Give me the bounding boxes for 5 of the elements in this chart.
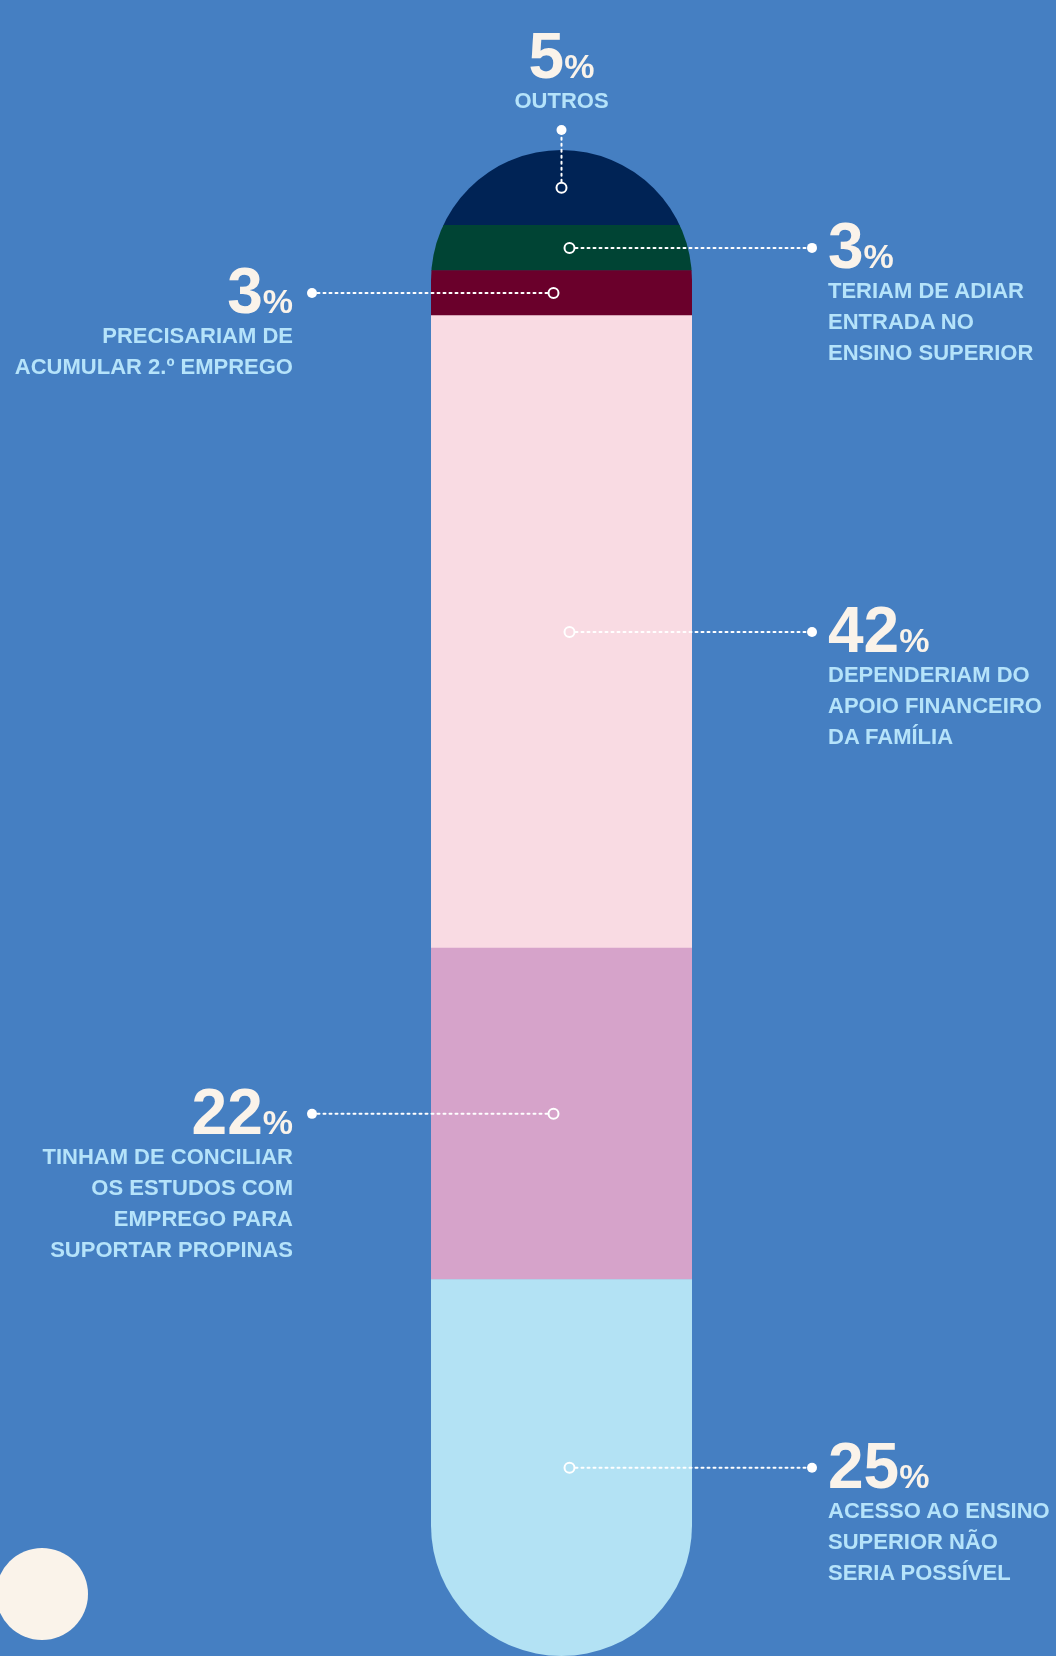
bar — [431, 1279, 692, 1656]
bar — [431, 224, 692, 271]
bar — [431, 315, 692, 949]
bar — [431, 947, 692, 1280]
bar — [431, 270, 692, 316]
